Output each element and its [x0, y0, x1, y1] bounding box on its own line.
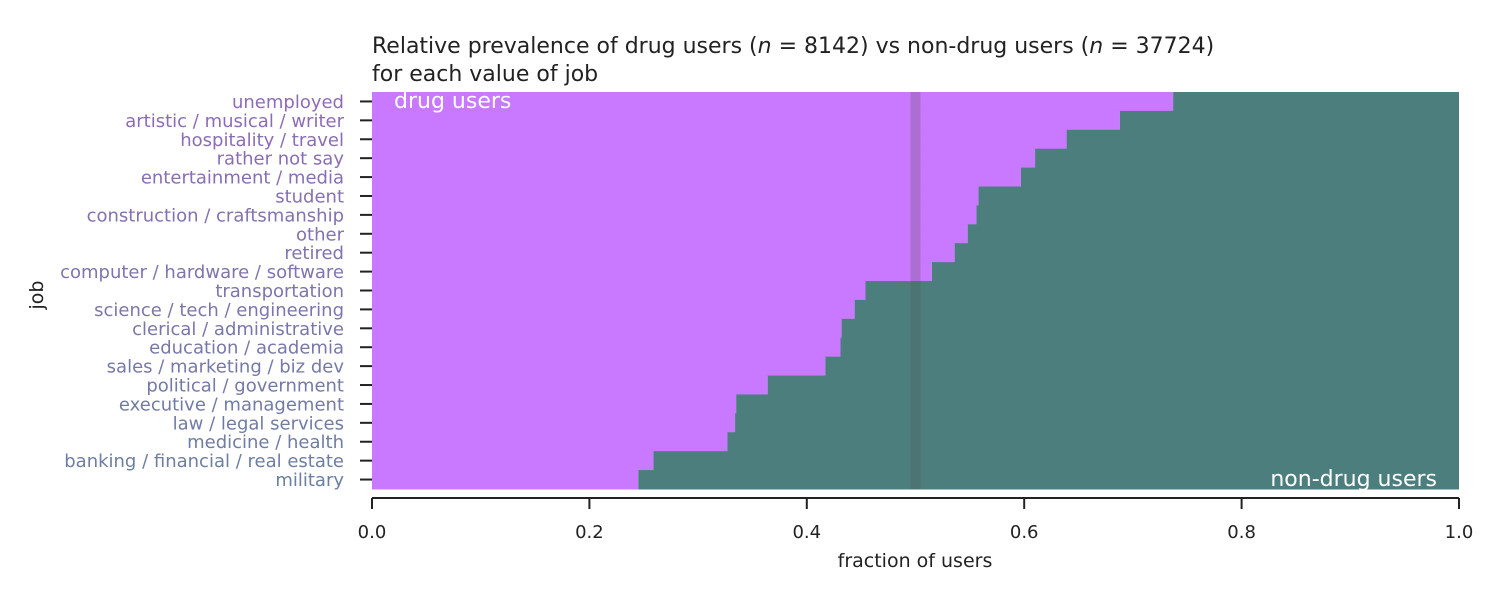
bar-non-drug-users [967, 224, 1459, 244]
category-label: student [275, 186, 344, 207]
x-axis: 0.0 0.2 0.4 0.6 0.8 1.0 [358, 497, 1474, 543]
category-label: medicine / health [187, 432, 344, 453]
bar-drug-users [372, 148, 1036, 169]
bar-drug-users [372, 243, 955, 263]
bar-drug-users [372, 186, 979, 206]
category-label: clerical / administrative [132, 319, 344, 340]
bar-non-drug-users [735, 413, 1459, 433]
title-part: n [758, 34, 772, 59]
x-axis-label: fraction of users [838, 550, 993, 572]
category-label: sales / marketing / biz dev [107, 357, 345, 378]
bar-drug-users [372, 299, 855, 320]
bar-non-drug-users [767, 375, 1459, 395]
category-label: education / academia [149, 338, 344, 359]
category-label: rather not say [217, 149, 345, 170]
category-label: unemployed [232, 92, 344, 113]
category-label: transportation [215, 281, 344, 302]
bar-drug-users [372, 205, 977, 225]
bar-non-drug-users [840, 337, 1459, 358]
bar-non-drug-users [653, 451, 1459, 471]
x-tick-label: 0.2 [575, 522, 604, 543]
bar-drug-users [372, 224, 968, 244]
category-label: military [275, 470, 344, 491]
bar-drug-users [372, 262, 932, 282]
bar-non-drug-users [954, 243, 1459, 263]
bar-non-drug-users [736, 394, 1459, 414]
y-axis-label: job [26, 281, 48, 311]
title-part: n [1089, 34, 1103, 59]
reference-line-group [910, 92, 921, 489]
series-annotation-non-drug-users: non-drug users [1270, 467, 1437, 492]
category-label: hospitality / travel [180, 130, 344, 151]
bar-non-drug-users [1119, 110, 1459, 131]
bar-drug-users [372, 451, 654, 471]
bar-drug-users [372, 318, 842, 339]
bar-non-drug-users [931, 262, 1459, 282]
bar-drug-users [372, 167, 1021, 188]
x-tick-label: 0.6 [1010, 522, 1039, 543]
reference-line [910, 92, 921, 489]
bar-drug-users [372, 281, 866, 301]
category-label: science / tech / engineering [94, 300, 344, 321]
bar-drug-users [372, 337, 841, 358]
y-ticks [360, 100, 372, 481]
bar-non-drug-users [1035, 148, 1459, 169]
title-part: Relative prevalence of drug users ( [372, 34, 758, 59]
category-label: executive / management [119, 394, 344, 415]
category-label: other [296, 224, 345, 245]
bar-drug-users [372, 92, 1174, 112]
bar-drug-users [372, 394, 737, 414]
chart-title: Relative prevalence of drug users (n = 8… [372, 34, 1214, 87]
chart-title-line1: Relative prevalence of drug users (n = 8… [372, 34, 1214, 59]
category-label: entertainment / media [141, 168, 344, 189]
chart-title-line2: for each value of job [372, 62, 598, 87]
bar-drug-users [372, 129, 1067, 150]
bar-non-drug-users [1020, 167, 1459, 188]
bar-non-drug-users [978, 186, 1459, 206]
bar-drug-users [372, 375, 768, 395]
bar-non-drug-users [727, 432, 1459, 452]
category-label: artistic / musical / writer [125, 111, 344, 132]
bar-drug-users [372, 356, 826, 377]
title-part: = 37724) [1103, 34, 1214, 59]
bar-non-drug-users [1173, 92, 1459, 112]
category-label: law / legal services [173, 413, 344, 434]
x-tick-label: 1.0 [1445, 522, 1474, 543]
bar-drug-users [372, 413, 736, 433]
bar-non-drug-users [841, 318, 1459, 339]
category-label: political / government [146, 376, 344, 397]
category-label: construction / craftsmanship [87, 205, 344, 226]
bar-drug-users [372, 432, 728, 452]
bar-non-drug-users [854, 299, 1459, 320]
x-tick-label: 0.4 [792, 522, 821, 543]
category-label: banking / financial / real estate [64, 451, 344, 472]
category-label: retired [284, 243, 344, 264]
bar-non-drug-users [1066, 129, 1459, 150]
bars-group [372, 92, 1459, 490]
category-label: computer / hardware / software [60, 262, 344, 283]
bar-drug-users [372, 470, 639, 490]
bar-non-drug-users [976, 205, 1459, 225]
bar-non-drug-users [865, 281, 1459, 301]
title-part: = 8142) vs non-drug users ( [772, 34, 1090, 59]
x-tick-label: 0.8 [1227, 522, 1256, 543]
bar-non-drug-users [638, 470, 1459, 490]
bar-non-drug-users [825, 356, 1459, 377]
x-tick-label: 0.0 [358, 522, 387, 543]
series-annotation-drug-users: drug users [394, 89, 511, 114]
bar-drug-users [372, 110, 1120, 131]
